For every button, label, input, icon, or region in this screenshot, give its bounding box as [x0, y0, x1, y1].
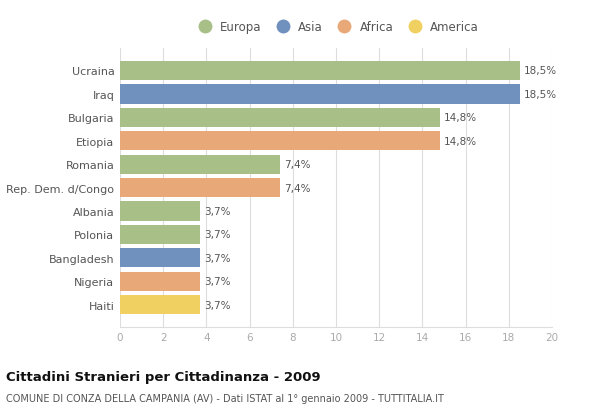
- Bar: [120, 132, 440, 151]
- Text: 3,7%: 3,7%: [204, 276, 230, 287]
- Text: 7,4%: 7,4%: [284, 160, 310, 170]
- Legend: Europa, Asia, Africa, America: Europa, Asia, Africa, America: [188, 16, 484, 38]
- Text: 3,7%: 3,7%: [204, 253, 230, 263]
- Text: 18,5%: 18,5%: [523, 66, 557, 76]
- Bar: [120, 62, 520, 81]
- Bar: [120, 202, 200, 221]
- Text: 7,4%: 7,4%: [284, 183, 310, 193]
- Text: 3,7%: 3,7%: [204, 230, 230, 240]
- Text: 14,8%: 14,8%: [443, 113, 476, 123]
- Bar: [120, 179, 280, 198]
- Text: 3,7%: 3,7%: [204, 300, 230, 310]
- Bar: [120, 85, 520, 104]
- Text: Cittadini Stranieri per Cittadinanza - 2009: Cittadini Stranieri per Cittadinanza - 2…: [6, 370, 320, 383]
- Bar: [120, 225, 200, 245]
- Bar: [120, 249, 200, 268]
- Text: 18,5%: 18,5%: [523, 90, 557, 100]
- Bar: [120, 272, 200, 291]
- Bar: [120, 295, 200, 315]
- Text: 3,7%: 3,7%: [204, 207, 230, 216]
- Bar: [120, 108, 440, 128]
- Bar: [120, 155, 280, 174]
- Text: COMUNE DI CONZA DELLA CAMPANIA (AV) - Dati ISTAT al 1° gennaio 2009 - TUTTITALIA: COMUNE DI CONZA DELLA CAMPANIA (AV) - Da…: [6, 393, 444, 403]
- Text: 14,8%: 14,8%: [443, 137, 476, 146]
